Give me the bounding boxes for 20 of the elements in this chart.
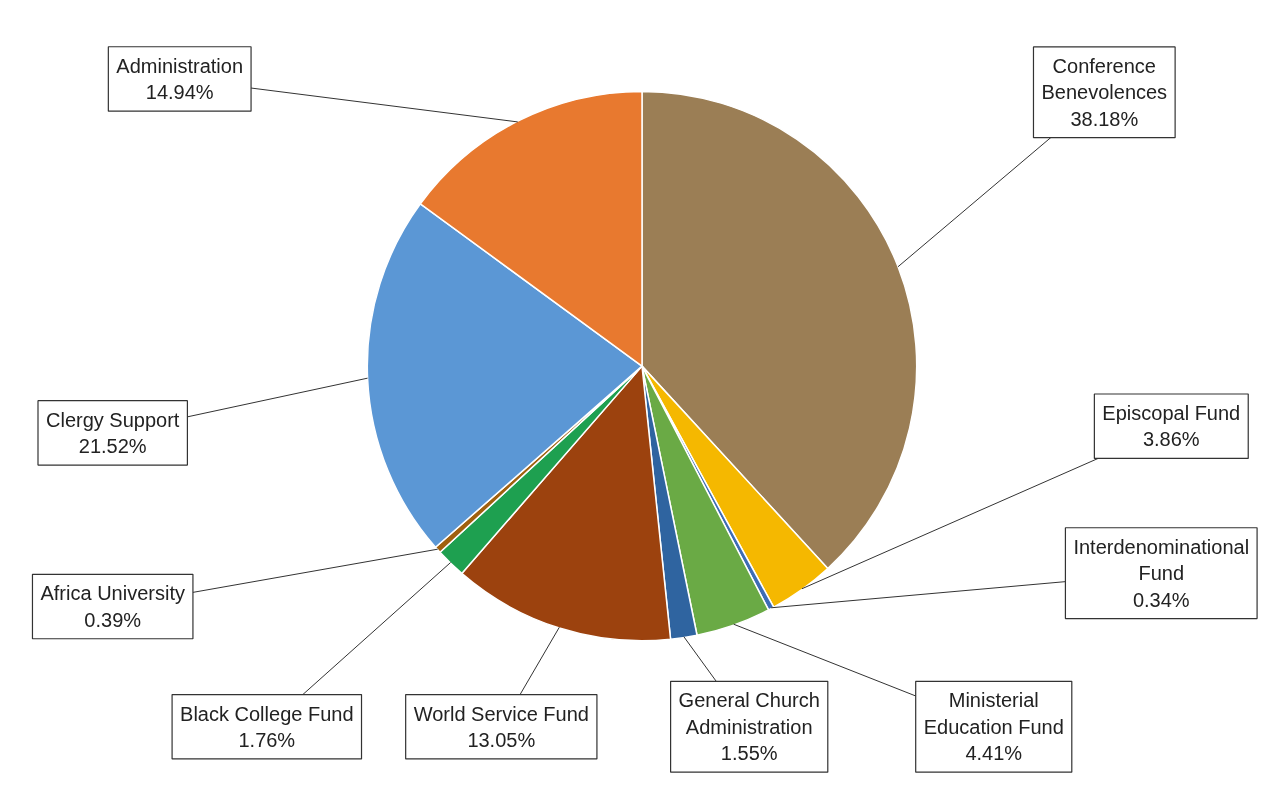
data-label: 13.05% (467, 728, 536, 751)
slice-label: Clergy Support (46, 408, 180, 431)
slice-label: Ministerial Education Fund (923, 689, 1064, 738)
slice-label: Africa University (40, 582, 185, 605)
data-label: 38.18% (1070, 107, 1139, 130)
data-label: 3.86% (1142, 428, 1200, 451)
data-label: 0.34% (1132, 588, 1190, 611)
data-label: 1.76% (238, 728, 296, 751)
slice-label: Black College Fund (180, 702, 354, 725)
slice-label: Interdenominational Fund (1073, 535, 1250, 585)
slice-label: Conference Benevolences (1041, 54, 1168, 104)
data-label: 21.52% (78, 435, 147, 458)
slice-label: General Church Administration (678, 689, 820, 738)
slice-label: Episcopal Fund (1102, 402, 1241, 425)
slice-label: World Service Fund (413, 702, 589, 725)
data-label: 14.94% (145, 81, 214, 104)
data-label: 1.55% (720, 742, 778, 765)
data-label: 0.39% (84, 608, 142, 631)
data-label: 4.41% (965, 742, 1023, 765)
slice-label: Administration (116, 54, 244, 77)
